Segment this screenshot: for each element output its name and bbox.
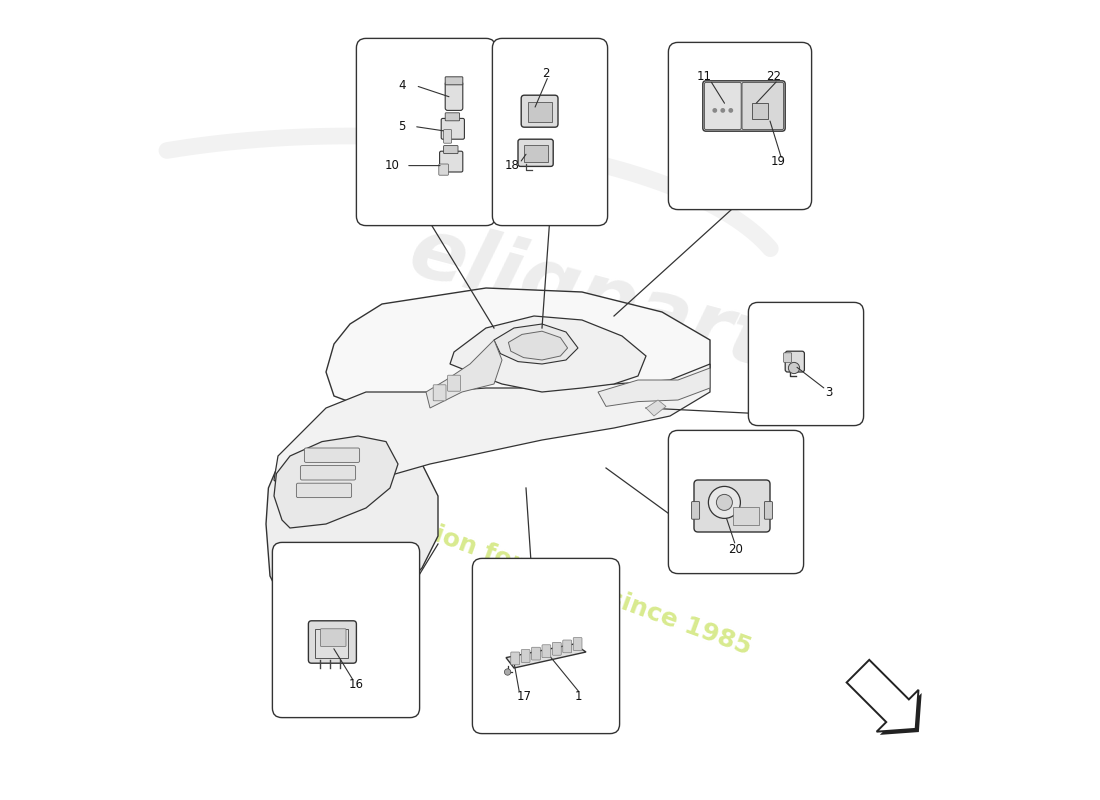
Text: 4: 4 — [398, 79, 406, 92]
Polygon shape — [506, 644, 586, 668]
FancyBboxPatch shape — [440, 151, 463, 172]
FancyBboxPatch shape — [443, 146, 458, 154]
Polygon shape — [508, 331, 568, 360]
Circle shape — [713, 108, 717, 113]
FancyBboxPatch shape — [273, 542, 419, 718]
FancyBboxPatch shape — [692, 502, 700, 519]
Text: 2: 2 — [542, 67, 550, 80]
Polygon shape — [850, 663, 922, 735]
Polygon shape — [326, 288, 710, 408]
Polygon shape — [598, 368, 710, 406]
Text: 10: 10 — [385, 159, 399, 172]
FancyBboxPatch shape — [308, 621, 356, 663]
FancyBboxPatch shape — [669, 430, 804, 574]
Polygon shape — [847, 660, 918, 732]
FancyBboxPatch shape — [510, 652, 519, 665]
FancyBboxPatch shape — [441, 118, 464, 139]
FancyBboxPatch shape — [300, 466, 355, 480]
FancyBboxPatch shape — [493, 38, 607, 226]
FancyBboxPatch shape — [542, 645, 551, 658]
Text: a passion for parts since 1985: a passion for parts since 1985 — [345, 492, 755, 660]
Polygon shape — [494, 324, 578, 364]
Circle shape — [720, 108, 725, 113]
FancyBboxPatch shape — [320, 629, 346, 646]
Polygon shape — [646, 400, 666, 416]
FancyBboxPatch shape — [552, 642, 561, 655]
Polygon shape — [426, 340, 502, 408]
Polygon shape — [266, 432, 438, 608]
FancyBboxPatch shape — [531, 647, 540, 660]
FancyBboxPatch shape — [764, 502, 772, 519]
FancyBboxPatch shape — [296, 483, 352, 498]
Circle shape — [728, 108, 734, 113]
FancyBboxPatch shape — [315, 629, 349, 658]
Circle shape — [505, 669, 510, 675]
FancyBboxPatch shape — [783, 353, 792, 362]
FancyBboxPatch shape — [443, 130, 452, 143]
Polygon shape — [274, 364, 710, 496]
FancyBboxPatch shape — [305, 448, 360, 462]
Circle shape — [789, 362, 800, 374]
Text: 18: 18 — [505, 159, 520, 172]
FancyBboxPatch shape — [448, 375, 461, 391]
FancyBboxPatch shape — [734, 507, 759, 525]
FancyBboxPatch shape — [573, 638, 582, 650]
FancyBboxPatch shape — [433, 385, 446, 401]
FancyBboxPatch shape — [703, 81, 785, 131]
FancyBboxPatch shape — [446, 113, 460, 121]
FancyBboxPatch shape — [521, 650, 530, 662]
Polygon shape — [274, 436, 398, 528]
Circle shape — [708, 486, 740, 518]
FancyBboxPatch shape — [439, 164, 449, 175]
Text: 17: 17 — [517, 690, 532, 702]
FancyBboxPatch shape — [446, 82, 463, 110]
FancyBboxPatch shape — [563, 640, 572, 653]
Text: 5: 5 — [398, 120, 406, 133]
Text: 3: 3 — [825, 386, 832, 398]
FancyBboxPatch shape — [748, 302, 864, 426]
FancyBboxPatch shape — [669, 42, 812, 210]
FancyBboxPatch shape — [752, 103, 769, 119]
Text: 20: 20 — [728, 543, 743, 556]
Text: 16: 16 — [349, 678, 364, 690]
Text: 19: 19 — [770, 155, 785, 168]
FancyBboxPatch shape — [785, 351, 804, 372]
FancyBboxPatch shape — [704, 82, 741, 130]
FancyBboxPatch shape — [524, 145, 548, 162]
Text: 22: 22 — [767, 70, 781, 82]
FancyBboxPatch shape — [521, 95, 558, 127]
FancyBboxPatch shape — [356, 38, 496, 226]
FancyBboxPatch shape — [528, 102, 551, 122]
FancyBboxPatch shape — [472, 558, 619, 734]
FancyBboxPatch shape — [518, 139, 553, 166]
Text: eligparts: eligparts — [400, 210, 827, 398]
FancyBboxPatch shape — [742, 82, 783, 130]
Text: 11: 11 — [697, 70, 712, 82]
Text: 1: 1 — [574, 690, 582, 702]
Circle shape — [716, 494, 733, 510]
Polygon shape — [450, 316, 646, 392]
FancyBboxPatch shape — [694, 480, 770, 532]
FancyBboxPatch shape — [446, 77, 463, 85]
